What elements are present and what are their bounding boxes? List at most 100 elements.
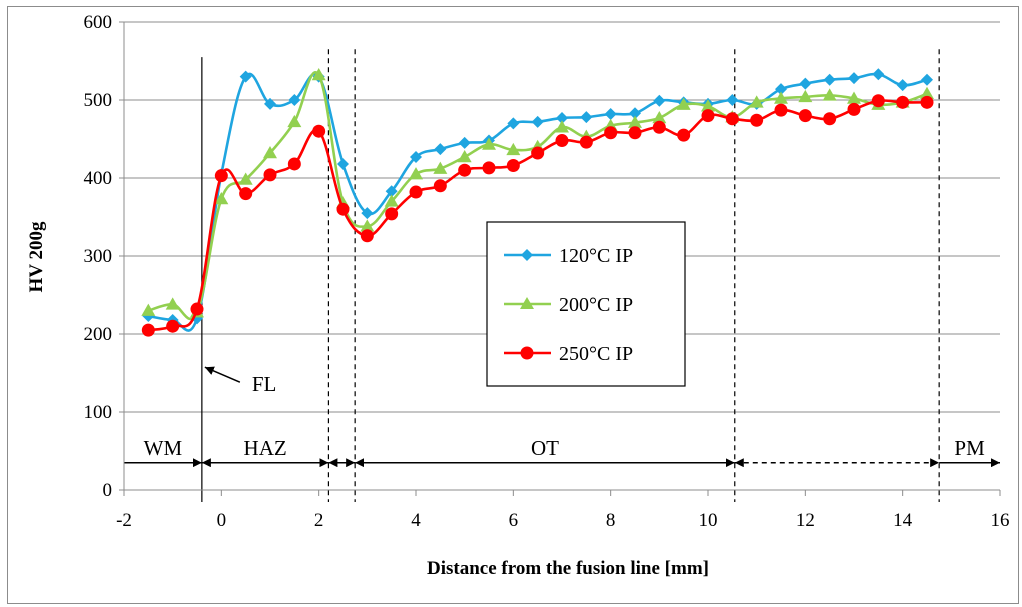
data-point-250c-ip-15 xyxy=(482,161,496,175)
data-point-200c-ip-2 xyxy=(165,297,180,310)
zone-annotations: WM HAZ OT PM FL xyxy=(124,366,1000,468)
data-point-250c-ip-23 xyxy=(677,128,691,142)
data-point-120c-ip-19 xyxy=(580,111,593,124)
data-point-120c-ip-30 xyxy=(848,72,860,85)
data-point-250c-ip-25 xyxy=(725,112,739,126)
data-point-120c-ip-31 xyxy=(872,68,885,81)
x-tick-label-8: 8 xyxy=(606,510,616,531)
data-point-120c-ip-7 xyxy=(288,94,301,106)
x-tick-label-6: 6 xyxy=(509,510,519,531)
x-tick-label-2: 2 xyxy=(314,510,324,531)
data-point-250c-ip-3 xyxy=(190,302,204,316)
fl-annotation-label: FL xyxy=(252,372,277,396)
legend-entry-250c-ip: 250°C IP xyxy=(504,343,633,365)
data-point-250c-ip-33 xyxy=(920,95,934,109)
data-point-250c-ip-11 xyxy=(385,207,399,221)
data-point-120c-ip-6 xyxy=(264,97,276,110)
data-point-120c-ip-10 xyxy=(361,207,374,220)
data-point-120c-ip-11 xyxy=(385,185,398,198)
data-point-200c-ip-5 xyxy=(238,172,253,185)
legend-marker-120c-ip xyxy=(521,249,533,261)
data-point-250c-ip-2 xyxy=(166,319,180,333)
y-tick-label-300: 300 xyxy=(84,246,113,267)
data-point-120c-ip-20 xyxy=(604,108,617,121)
x-tick-label-minus2: -2 xyxy=(116,510,132,531)
data-point-250c-ip-32 xyxy=(896,95,910,109)
data-point-200c-ip-23 xyxy=(676,97,691,110)
data-point-200c-ip-4 xyxy=(214,192,229,205)
data-point-200c-ip-27 xyxy=(774,91,788,104)
data-point-200c-ip-22 xyxy=(652,110,667,124)
data-point-200c-ip-15 xyxy=(482,137,496,150)
data-point-250c-ip-24 xyxy=(701,109,715,123)
data-point-120c-ip-12 xyxy=(410,150,422,163)
series-line-200c-ip xyxy=(147,71,928,321)
data-point-120c-ip-33 xyxy=(921,73,933,86)
legend-label-120c-ip: 120°C IP xyxy=(559,245,633,267)
data-point-200c-ip-18 xyxy=(555,120,569,133)
data-point-120c-ip-9 xyxy=(337,157,349,170)
y-tick-label-200: 200 xyxy=(84,324,113,345)
data-point-250c-ip-6 xyxy=(263,168,277,182)
data-point-120c-ip-13 xyxy=(434,143,447,156)
data-point-200c-ip-14 xyxy=(457,149,472,163)
data-point-250c-ip-19 xyxy=(579,135,593,149)
data-point-200c-ip-30 xyxy=(847,91,861,104)
data-point-250c-ip-5 xyxy=(239,187,253,201)
data-point-120c-ip-32 xyxy=(896,79,909,92)
series-250c-ip xyxy=(141,94,934,337)
data-point-250c-ip-1 xyxy=(141,323,155,337)
data-point-250c-ip-30 xyxy=(847,102,861,116)
data-point-200c-ip-28 xyxy=(798,89,813,103)
y-axis-title: HV 200g xyxy=(26,221,47,292)
data-point-250c-ip-21 xyxy=(628,126,642,140)
data-point-250c-ip-31 xyxy=(871,94,885,108)
data-point-200c-ip-7 xyxy=(287,114,302,128)
data-point-200c-ip-13 xyxy=(433,161,448,174)
data-point-200c-ip-33 xyxy=(920,86,934,100)
data-point-200c-ip-12 xyxy=(409,167,423,180)
data-point-250c-ip-27 xyxy=(774,103,788,117)
data-point-250c-ip-18 xyxy=(555,134,569,148)
data-point-200c-ip-1 xyxy=(141,303,156,316)
data-point-120c-ip-18 xyxy=(556,111,568,124)
data-point-120c-ip-14 xyxy=(458,136,471,149)
x-axis-title: Distance from the fusion line [mm] xyxy=(427,558,709,579)
data-point-250c-ip-29 xyxy=(823,112,837,126)
legend-label-250c-ip: 250°C IP xyxy=(559,343,633,365)
y-tick-label-600: 600 xyxy=(84,12,113,33)
data-point-200c-ip-26 xyxy=(749,95,764,108)
data-point-250c-ip-12 xyxy=(409,185,423,199)
data-point-120c-ip-28 xyxy=(799,77,812,90)
data-point-200c-ip-24 xyxy=(701,99,715,112)
x-tick-label-14: 14 xyxy=(893,510,913,531)
data-point-250c-ip-22 xyxy=(652,120,666,134)
legend-marker-200c-ip xyxy=(520,297,534,309)
data-point-200c-ip-10 xyxy=(360,219,375,232)
data-point-120c-ip-5 xyxy=(239,70,252,83)
data-point-250c-ip-16 xyxy=(506,159,520,173)
legend-label-200c-ip: 200°C IP xyxy=(559,294,633,316)
data-point-250c-ip-26 xyxy=(750,113,764,127)
data-point-200c-ip-11 xyxy=(384,194,399,207)
data-point-120c-ip-17 xyxy=(531,115,544,128)
data-point-200c-ip-6 xyxy=(263,146,277,159)
data-point-250c-ip-14 xyxy=(458,163,472,177)
x-tick-label-16: 16 xyxy=(991,510,1010,531)
data-point-200c-ip-16 xyxy=(506,142,521,156)
data-point-250c-ip-13 xyxy=(433,179,447,193)
x-tick-label-0: 0 xyxy=(217,510,227,531)
data-point-200c-ip-8 xyxy=(311,68,326,81)
y-tick-label-400: 400 xyxy=(84,168,113,189)
series-line-120c-ip xyxy=(148,72,928,332)
data-point-250c-ip-10 xyxy=(360,229,374,243)
y-tick-label-100: 100 xyxy=(84,402,113,423)
x-tick-label-10: 10 xyxy=(699,510,718,531)
data-point-250c-ip-4 xyxy=(214,169,228,183)
data-point-200c-ip-29 xyxy=(822,88,837,101)
data-point-120c-ip-16 xyxy=(507,117,520,130)
legend-marker-250c-ip xyxy=(520,346,534,360)
zone-label-ot: OT xyxy=(531,436,559,460)
